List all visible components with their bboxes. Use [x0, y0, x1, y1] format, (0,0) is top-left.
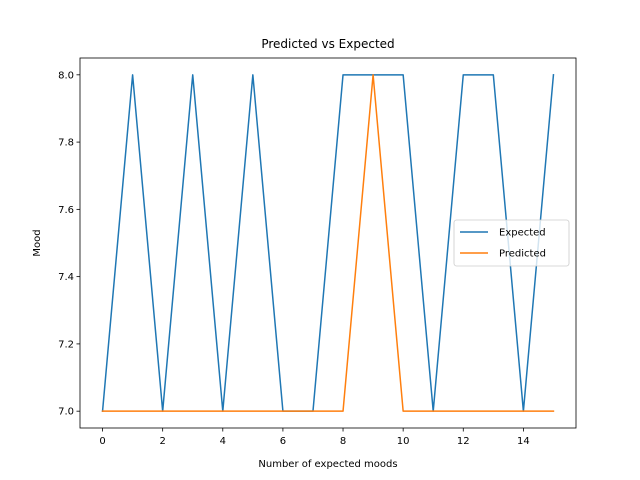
plot-frame [79, 57, 577, 429]
legend-label-expected: Expected [499, 228, 546, 239]
y-tick-label: 7.8 [58, 138, 74, 149]
x-axis: 0 2 4 6 8 10 12 14 [99, 428, 530, 447]
y-tick-label: 8.0 [58, 70, 74, 81]
y-tick-label: 7.0 [58, 407, 74, 418]
y-axis-label: Mood [32, 229, 43, 256]
x-tick-label: 14 [517, 436, 530, 447]
x-tick-label: 4 [220, 436, 226, 447]
series-lines [101, 74, 555, 412]
chart-title: Predicted vs Expected [261, 37, 394, 51]
x-tick-label: 10 [397, 436, 410, 447]
y-tick-label: 7.6 [58, 205, 74, 216]
x-tick-label: 12 [457, 436, 470, 447]
y-tick-label: 7.4 [58, 272, 74, 283]
series-line-expected [101, 74, 555, 412]
x-tick-label: 6 [280, 436, 286, 447]
legend-label-predicted: Predicted [499, 249, 546, 260]
x-tick-label: 2 [159, 436, 165, 447]
series-line-predicted [101, 74, 555, 412]
legend: Expected Predicted [453, 219, 570, 267]
x-tick-label: 8 [340, 436, 346, 447]
x-axis-label: Number of expected moods [258, 459, 397, 470]
x-tick-label: 0 [99, 436, 105, 447]
y-tick-label: 7.2 [58, 339, 74, 350]
y-axis: 7.0 7.2 7.4 7.6 7.8 8.0 [58, 70, 80, 418]
